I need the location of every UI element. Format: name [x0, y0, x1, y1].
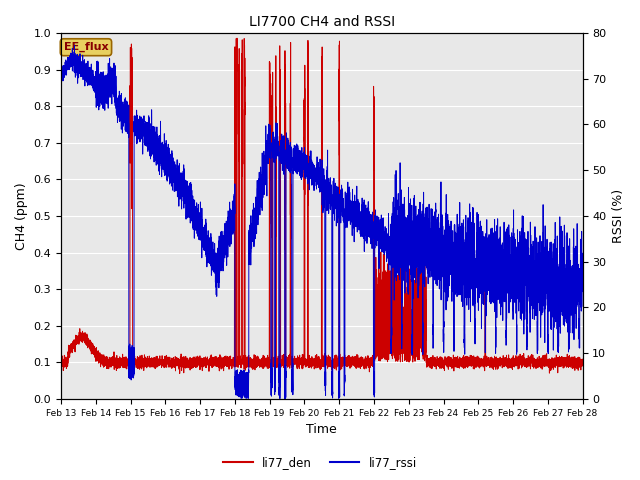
Y-axis label: CH4 (ppm): CH4 (ppm) [15, 182, 28, 250]
Legend: li77_den, li77_rssi: li77_den, li77_rssi [218, 452, 422, 474]
Y-axis label: RSSI (%): RSSI (%) [612, 189, 625, 243]
Title: LI7700 CH4 and RSSI: LI7700 CH4 and RSSI [249, 15, 395, 29]
X-axis label: Time: Time [307, 423, 337, 436]
Text: EE_flux: EE_flux [63, 42, 108, 52]
